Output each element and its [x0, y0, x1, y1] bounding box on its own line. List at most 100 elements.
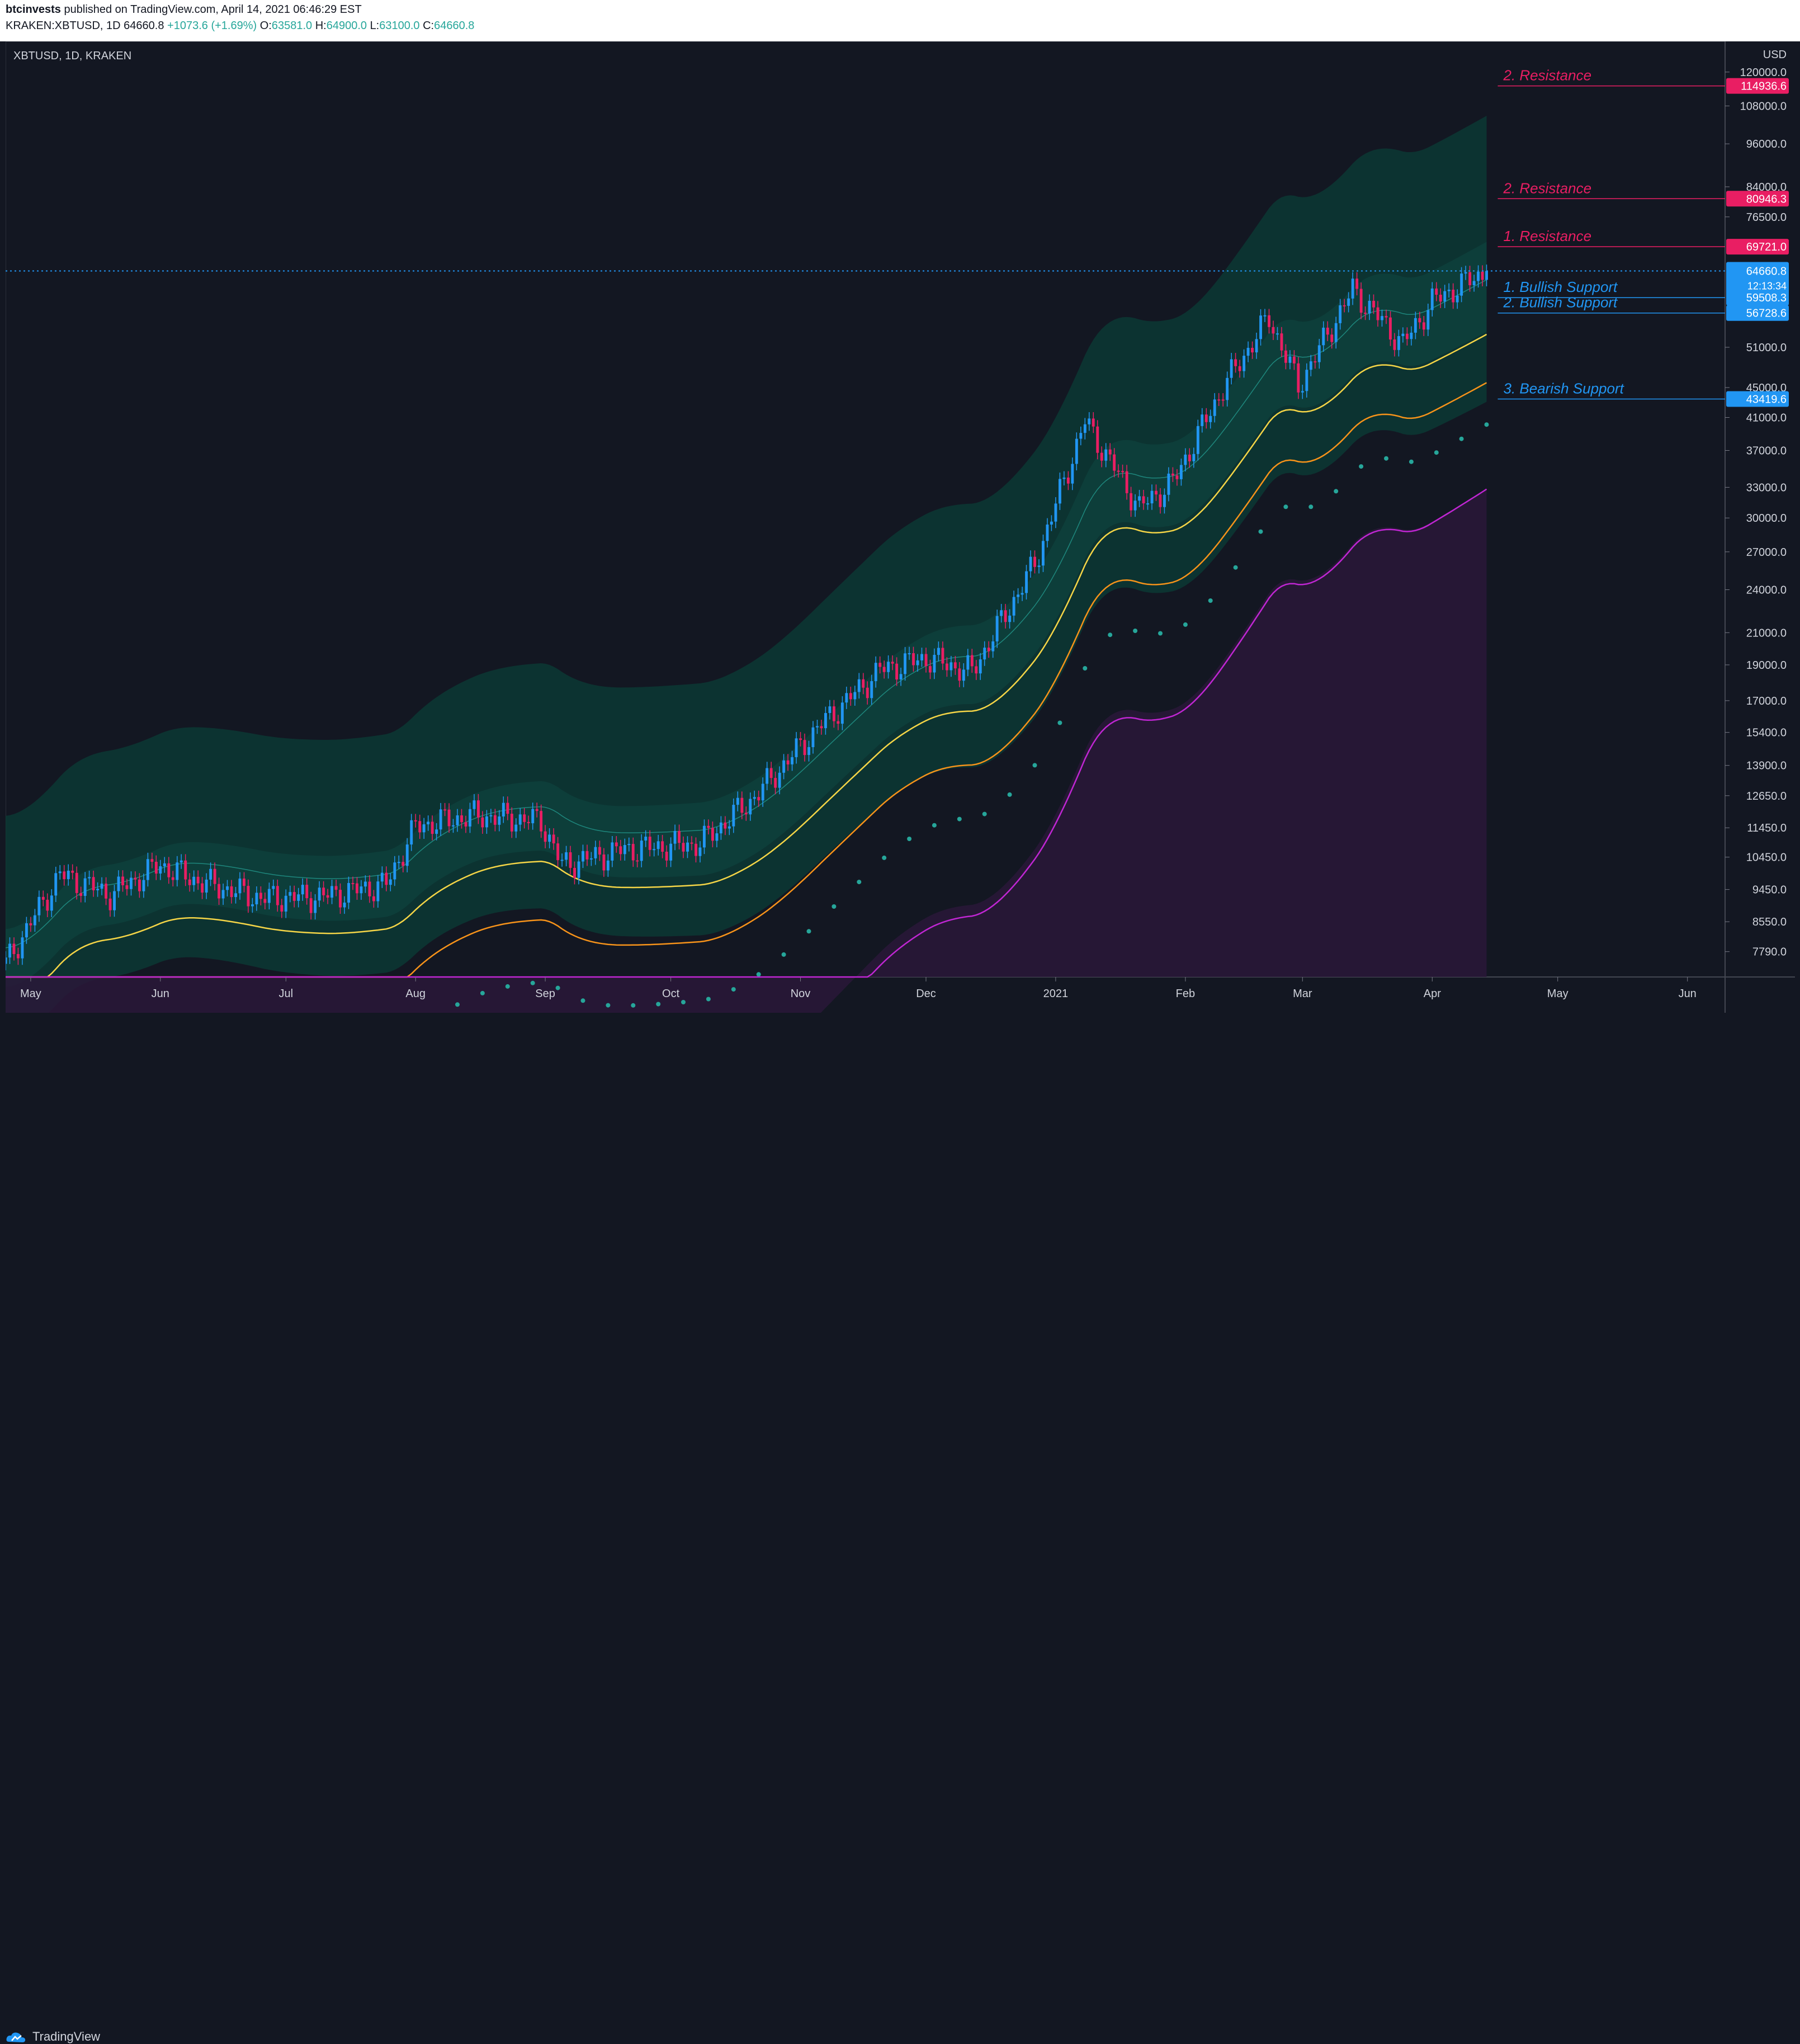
candle-body: [769, 768, 773, 778]
candle-body: [1113, 454, 1116, 471]
candle-body: [1046, 525, 1049, 541]
candle-body: [134, 877, 137, 880]
candle-body: [105, 884, 107, 899]
y-tick-label: 51000.0: [1746, 342, 1787, 354]
x-tick-label: Sep: [535, 988, 555, 1000]
candle-body: [184, 860, 187, 880]
candle-body: [1017, 594, 1020, 597]
candle-body: [698, 847, 702, 856]
tradingview-logo[interactable]: TradingView: [6, 2029, 100, 2044]
high-label: H:: [315, 20, 327, 32]
publication-header: btcinvests published on TradingView.com,…: [0, 0, 1800, 41]
close-label: C:: [423, 20, 434, 32]
x-tick-label: Oct: [662, 988, 680, 1000]
candle-body: [953, 662, 957, 669]
chart-area[interactable]: XBTUSD, 1D, KRAKEN USD 7790.0 8550.0 9450.0 1…: [6, 41, 1795, 1013]
candle-body: [405, 844, 409, 866]
lower-band-fill: [6, 489, 1487, 1013]
candle-body: [975, 666, 978, 674]
indicator-dot: [1434, 450, 1439, 455]
candle-body: [623, 845, 626, 855]
level-label: 2. Resistance: [1503, 67, 1592, 84]
candle-body: [1146, 503, 1149, 505]
candle-body: [1485, 271, 1488, 280]
level-price-text: 114936.6: [1741, 81, 1787, 93]
candle-body: [585, 851, 589, 860]
candle-body: [1263, 315, 1267, 317]
candle-body: [146, 859, 149, 880]
candle-body: [339, 890, 342, 908]
candle-body: [627, 844, 631, 846]
candle-body: [1217, 399, 1221, 401]
candle-body: [803, 740, 806, 756]
y-tick-label: 108000.0: [1740, 100, 1787, 112]
candle-body: [108, 898, 112, 910]
candle-body: [1083, 424, 1086, 433]
candle-body: [778, 772, 781, 788]
candle-body: [891, 662, 894, 664]
indicator-dot: [1007, 792, 1012, 797]
candle-body: [1088, 418, 1091, 424]
candle-body: [464, 822, 467, 827]
candle-body: [1021, 593, 1024, 595]
candle-body: [962, 669, 965, 681]
candle-body: [154, 862, 158, 874]
candle-body: [870, 681, 873, 698]
x-tick-label: Jun: [152, 988, 169, 1000]
candle-body: [456, 815, 459, 825]
indicator-dot: [656, 1002, 661, 1007]
candle-body: [1368, 300, 1371, 314]
candle-body: [1142, 496, 1145, 504]
candle-body: [29, 923, 32, 926]
level-price-badge: [1726, 290, 1789, 306]
candle-body: [933, 655, 936, 673]
candle-body: [150, 859, 154, 862]
candle-body: [389, 879, 392, 885]
candle-body: [1092, 418, 1095, 427]
candle-body: [669, 843, 673, 861]
indicator-dot: [1409, 459, 1414, 464]
symbol-label[interactable]: KRAKEN:XBTUSD, 1D: [6, 20, 121, 32]
candle-body: [79, 893, 83, 896]
candle-body: [807, 747, 810, 755]
indicator-dot: [1032, 763, 1037, 768]
candle-body: [1317, 345, 1321, 362]
x-tick-label: May: [20, 988, 41, 1000]
candle-body: [1460, 273, 1463, 296]
candle-body: [1334, 323, 1338, 342]
candle-body: [740, 797, 744, 813]
candle-body: [766, 768, 769, 784]
candle-body: [17, 954, 20, 959]
y-tick-label: 15400.0: [1746, 727, 1787, 739]
candle-body: [130, 877, 133, 889]
candle-body: [744, 813, 748, 815]
candle-body: [648, 837, 651, 850]
candle-body: [1184, 454, 1187, 465]
level-label: 2. Bullish Support: [1503, 294, 1619, 311]
candle-body: [1359, 289, 1363, 313]
publisher-name[interactable]: btcinvests: [6, 3, 61, 16]
candle-body: [205, 879, 208, 893]
candle-body: [1259, 315, 1262, 339]
candle-body: [941, 648, 944, 664]
candle-body: [75, 872, 78, 893]
candle-body: [267, 889, 271, 903]
candle-body: [782, 760, 786, 773]
candle-body: [727, 826, 731, 829]
candle-body: [318, 888, 321, 901]
candle-body: [1385, 316, 1388, 318]
candle-body: [1100, 452, 1103, 461]
price-chart[interactable]: XBTUSD, 1D, KRAKEN USD 7790.0 8550.0 9450.0 1…: [6, 41, 1795, 1013]
candle-body: [1163, 494, 1166, 507]
candle-body: [1314, 361, 1317, 363]
candle-body: [761, 783, 764, 801]
open-value: 63581.0: [271, 20, 313, 32]
candle-body: [552, 834, 555, 844]
candle-body: [1430, 288, 1434, 310]
candle-body: [1452, 290, 1455, 303]
candle-body: [1322, 327, 1325, 346]
candle-body: [1246, 348, 1250, 356]
bar-countdown: 12:13:34: [1747, 281, 1787, 292]
candle-body: [314, 900, 317, 913]
candle-body: [117, 876, 120, 891]
